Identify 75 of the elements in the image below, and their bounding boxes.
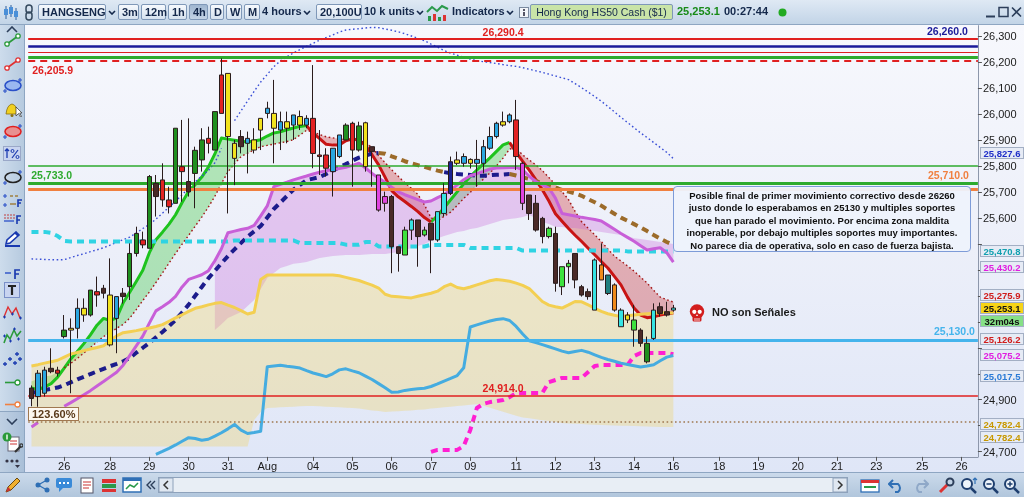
text: 00:27:44 [724,4,769,19]
y-tick-label: 26,300 [982,29,1017,42]
y-tick-label: 24,900 [982,393,1017,406]
ref-line-label: 26,290.4 [482,25,524,38]
text: 25,075.2 [980,349,1024,362]
text: 24,782.4 [980,431,1024,444]
annotation: 123.60% [28,407,80,421]
text: W [226,4,242,20]
line-series [29,273,675,368]
x-tick-label: 25 [916,460,929,473]
text: 25,275.9 [980,289,1024,301]
text: Hong Kong HS50 Cash ($1) [530,4,673,20]
text: 32m04s [980,314,1024,327]
x-tick-label: 23 [870,460,883,473]
x-tick-label: 31 [221,460,235,473]
ref-line-label: 24,914.0 [482,381,524,394]
ref-line-label: 25,733.0 [31,168,73,181]
text: 24,782.4 [980,418,1024,431]
text: 25,470.8 [980,244,1024,257]
x-tick-label: 29 [143,460,156,473]
y-tick-label: 24,700 [982,445,1017,458]
text: 25,253.1 [980,301,1024,314]
x-tick-label: 05 [346,460,359,473]
text: 1h [168,4,187,20]
line-series [429,350,676,454]
text: D [210,4,224,20]
candlestick [258,117,263,151]
text: 4h [189,4,208,20]
x-tick-label: 20 [791,460,804,473]
y-tick-label: 25,700 [982,185,1017,198]
x-tick-label: 16 [667,460,680,473]
y-tick-label: 25,900 [982,133,1017,146]
x-tick-label: 18 [713,460,726,473]
candlestick [127,242,132,301]
chart-title: HANGSENG [38,4,106,20]
text: 4 hours [262,4,302,19]
ref-line-label: 26,260.0 [927,24,969,37]
x-tick-label: 26 [955,460,968,473]
candlestick [671,304,676,313]
candlestick [186,117,191,198]
ref-line-label: 25,710.0 [928,168,970,181]
ref-line-label: 25,130.0 [934,325,976,338]
x-tick-label: 09 [464,460,477,473]
x-tick-label: 11 [510,460,522,473]
x-tick-label: 26 [58,460,71,473]
x-tick-label: 30 [182,460,195,473]
x-tick-label: 21 [830,460,844,473]
ref-line-label: 26,205.9 [32,63,74,76]
text: 25,253.1 [677,4,720,19]
y-tick-label: 25,600 [982,211,1017,224]
x-tick-label: 13 [588,460,601,473]
x-tick-label: 14 [627,460,641,473]
text: 20,100U [316,4,362,20]
x-tick-label: 28 [103,460,117,473]
text: 25,126.2 [980,333,1024,346]
x-tick-label: 07 [424,460,438,473]
annotation: Posible final de primer movimiento correctivo desde 26260 justo donde lo esperabamos en 25130 y multiples soportes que han parado el movimiento. Por encima zona maldita inoperable, por debajo multiples soportes muy importantes. No parece dia de operativa, solo en caso de fuerza bajista. [673,186,971,252]
y-tick-label: 25,800 [982,159,1017,172]
text: 25,430.2 [980,260,1024,273]
y-tick-label: 26,000 [982,107,1017,120]
x-tick-label: 19 [752,460,765,473]
text: M [244,4,260,20]
text: 10 k units [364,4,415,19]
text: 12m [141,4,168,20]
y-tick-label: 26,100 [982,81,1017,94]
x-tick-label: 06 [385,460,398,473]
x-tick-label: 12 [549,460,562,473]
annotation: NO son Señales [712,306,796,318]
text: 25,827.6 [980,147,1024,159]
x-tick-label: Aug [257,460,278,473]
y-tick-label: 26,200 [982,55,1017,68]
text: 3m [118,4,139,20]
text: Indicators [452,4,505,19]
x-tick-label: 04 [306,460,320,473]
text: 25,017.5 [980,369,1024,382]
